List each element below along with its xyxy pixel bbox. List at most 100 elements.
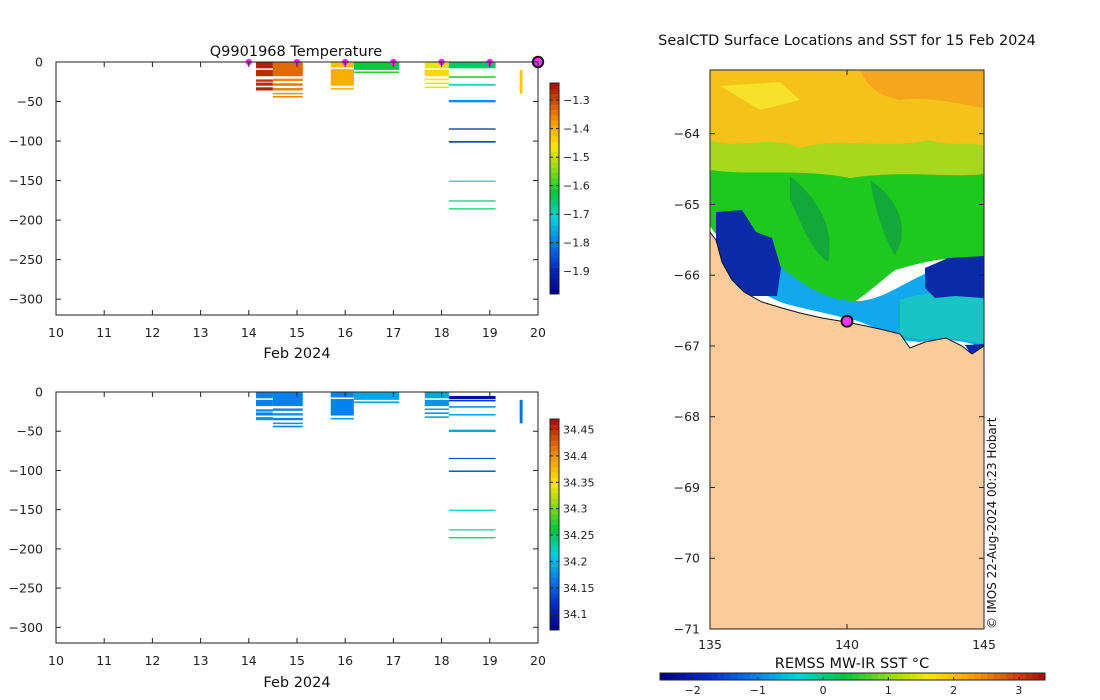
sst-colorbar-swatch: [891, 673, 898, 680]
sst-colorbar-swatch: [794, 673, 802, 680]
sst-colorbar-swatch: [987, 673, 995, 680]
sst-region-warmest: [860, 70, 984, 108]
salinity-x-tick-label: 12: [144, 653, 160, 668]
temperature-profile-1-segment-4: [272, 92, 303, 95]
temperature-colorbar-tick-label: −1.9: [563, 265, 590, 278]
sst-colorbar-swatch: [769, 673, 776, 680]
sst-colorbar-swatch: [871, 673, 879, 680]
sst-region-cold-east: [925, 256, 984, 298]
salinity-profile-1-segment-2: [272, 413, 303, 416]
salinity-y-tick-label: −150: [9, 502, 43, 517]
temperature-panel: Q9901968 Temperature 0 −50 −100 −150 −200 −25…: [9, 44, 590, 362]
salinity-colorbar-swatch: [550, 593, 559, 599]
salinity-x-tick-label: 19: [482, 653, 498, 668]
salinity-profile-2-segment-1: [330, 399, 354, 416]
salinity-colorbar-swatch: [550, 445, 559, 452]
temperature-colorbar-swatch: [550, 130, 559, 137]
temperature-x-tick-label: 15: [289, 325, 305, 340]
sst-colorbar-swatch: [833, 673, 841, 680]
salinity-x-tick-label: 10: [48, 653, 64, 668]
temperature-colorbar-swatch: [550, 257, 559, 263]
temperature-x-tick-label: 12: [144, 325, 160, 340]
sst-colorbar-swatch: [1000, 673, 1007, 680]
sst-colorbar-swatch: [955, 673, 963, 680]
salinity-profile-5-segment-3: [448, 413, 496, 416]
salinity-x-tick-label: 20: [530, 653, 546, 668]
temperature-colorbar: −1.3 −1.4 −1.5 −1.6 −1.7 −1.8 −1.9: [549, 82, 590, 295]
map-y-tick-label: −71: [674, 622, 700, 637]
salinity-colorbar-swatch: [550, 455, 559, 462]
sst-colorbar-swatch: [820, 673, 828, 680]
map-y-tick-label: −66: [674, 268, 700, 283]
sst-colorbar-swatch: [826, 673, 834, 680]
salinity-profile-1-segment-5: [272, 425, 303, 428]
temperature-colorbar-tick-label: −1.7: [563, 208, 590, 221]
salinity-colorbar-swatch: [550, 529, 559, 536]
salinity-profile-2-segment-2: [330, 417, 354, 420]
map-y-tick-label: −64: [674, 126, 700, 141]
map-x-ticks: 135 140 145: [698, 70, 996, 652]
salinity-colorbar-swatch: [550, 503, 559, 510]
temperature-profile-5-segment-8: [448, 208, 496, 210]
sst-colorbar-swatch: [717, 673, 725, 680]
salinity-colorbar-swatch: [550, 434, 559, 441]
map-title: SealCTD Surface Locations and SST for 15…: [658, 33, 1036, 49]
temperature-y-tick-label: −100: [9, 134, 43, 149]
sst-colorbar-tick-label: −2: [685, 684, 701, 697]
salinity-colorbar-swatch: [550, 545, 559, 552]
salinity-profile-5-segment-0: [448, 395, 496, 400]
temperature-profile-0-segment-2: [256, 79, 273, 82]
salinity-y-tick-label: −300: [9, 620, 43, 635]
sst-colorbar-swatch: [762, 673, 770, 680]
salinity-colorbar-tick-label: 34.25: [563, 529, 595, 542]
temperature-title: Q9901968 Temperature: [210, 44, 383, 60]
sst-region-cool-east: [900, 292, 984, 345]
sst-colorbar-swatch: [711, 673, 719, 680]
salinity-profile-5-segment-2: [448, 406, 496, 408]
temperature-colorbar-swatch: [550, 283, 559, 290]
temperature-profile-1-segment-3: [272, 88, 303, 91]
temperature-colorbar-swatch: [550, 288, 559, 295]
temperature-colorbar-swatch: [550, 135, 559, 142]
salinity-colorbar-swatch: [550, 424, 559, 431]
temperature-profile-5-segment-3: [448, 99, 496, 103]
salinity-colorbar-swatch: [550, 619, 559, 626]
sst-colorbar-swatch: [692, 673, 699, 680]
map-y-tick-label: −65: [674, 197, 700, 212]
sst-map-panel: SealCTD Surface Locations and SST for 15…: [658, 33, 1046, 697]
temperature-profile-6-segment-0: [519, 69, 523, 94]
salinity-colorbar-swatch: [550, 603, 559, 610]
sst-colorbar-swatch: [884, 673, 892, 680]
temperature-x-label: Feb 2024: [263, 346, 330, 362]
temperature-colorbar-swatch: [550, 225, 559, 232]
sst-colorbar-swatch: [781, 673, 789, 680]
salinity-profile-0-segment-4: [256, 417, 273, 421]
salinity-colorbar-tick-label: 34.45: [563, 424, 595, 437]
salinity-profile-5-segment-9: [448, 537, 496, 539]
salinity-colorbar-tick-label: 34.1: [563, 608, 588, 621]
sst-colorbar-swatch: [698, 673, 706, 680]
temperature-colorbar-swatch: [550, 188, 559, 195]
salinity-y-tick-label: −50: [17, 424, 43, 439]
temperature-colorbar-tick-label: −1.5: [563, 151, 590, 164]
salinity-x-tick-label: 15: [289, 653, 305, 668]
temperature-y-tick-label: −50: [17, 94, 43, 109]
salinity-colorbar-swatch: [550, 461, 559, 467]
sst-colorbar-swatch: [788, 673, 796, 680]
salinity-colorbar-swatch: [550, 429, 559, 436]
sst-region-mid-band-darker: [790, 176, 902, 262]
sst-colorbar-swatch: [814, 673, 821, 680]
temperature-profile-4-segment-3: [424, 82, 449, 85]
sst-colorbar-swatch: [974, 673, 982, 680]
antarctica-land: [710, 231, 984, 629]
temperature-colorbar-swatch: [550, 251, 559, 258]
temperature-colorbar-swatch: [550, 241, 559, 248]
temperature-colorbar-swatch: [550, 214, 559, 221]
sst-colorbar-swatch: [801, 673, 809, 680]
salinity-x-ticks: 10 11 12 13 14 15 16 17 18 19 20: [48, 392, 546, 668]
salinity-profile-5-segment-6: [448, 470, 496, 473]
temperature-colorbar-swatch: [550, 114, 559, 121]
temperature-profile-0-segment-4: [256, 87, 273, 91]
sst-colorbar-swatch: [942, 673, 950, 680]
temperature-x-tick-label: 18: [434, 325, 450, 340]
